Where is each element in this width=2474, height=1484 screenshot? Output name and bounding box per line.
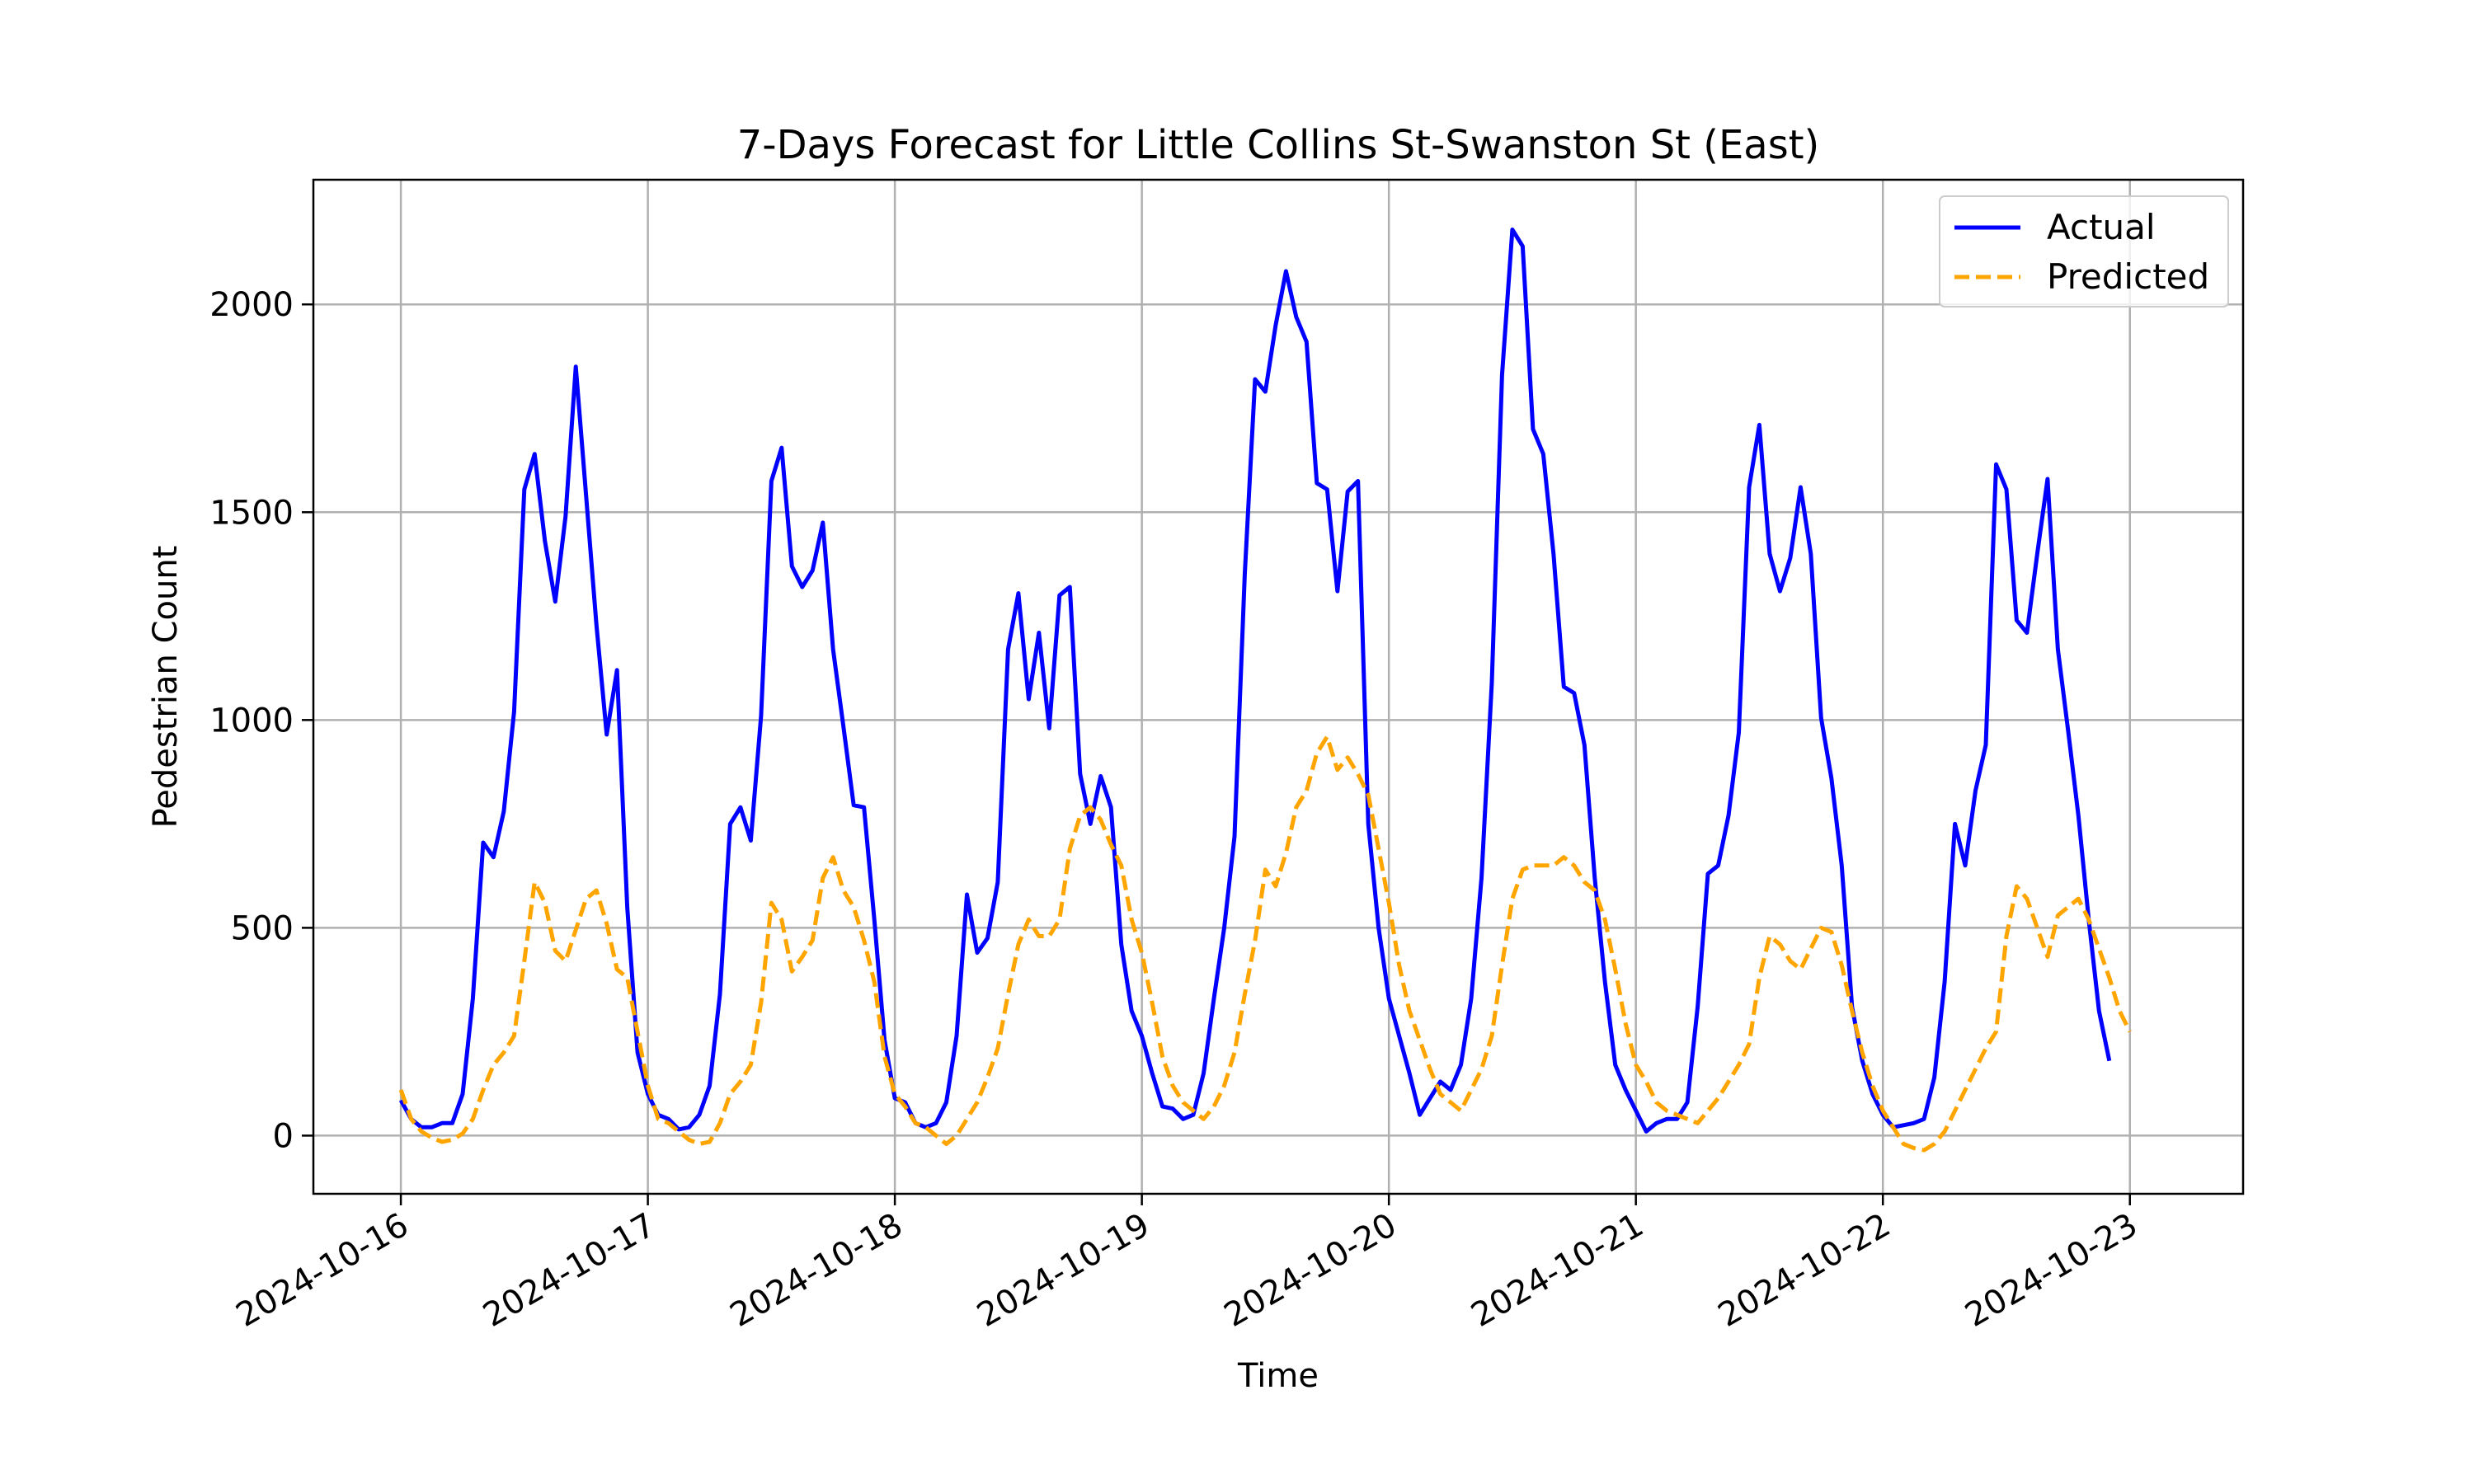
- legend-label-predicted: Predicted: [2047, 256, 2209, 297]
- y-tick-label: 1000: [209, 702, 294, 740]
- legend-label-actual: Actual: [2047, 207, 2156, 247]
- y-tick-label: 2000: [209, 286, 294, 324]
- grid-lines: [313, 180, 2243, 1194]
- series-line-actual: [398, 228, 2112, 1134]
- series-line-predicted: [398, 735, 2132, 1153]
- series-lines: [398, 228, 2132, 1153]
- y-tick-label: 0: [273, 1117, 294, 1155]
- y-tick-label: 1500: [209, 494, 294, 532]
- y-tick-label: 500: [231, 909, 294, 947]
- chart-title: 7-Days Forecast for Little Collins St-Sw…: [737, 122, 1820, 168]
- x-axis-label: Time: [1237, 1357, 1319, 1395]
- plot-area-frame: [312, 178, 2245, 1195]
- legend: Actual Predicted: [1939, 195, 2229, 308]
- y-axis-label: Pedestrian Count: [147, 546, 185, 829]
